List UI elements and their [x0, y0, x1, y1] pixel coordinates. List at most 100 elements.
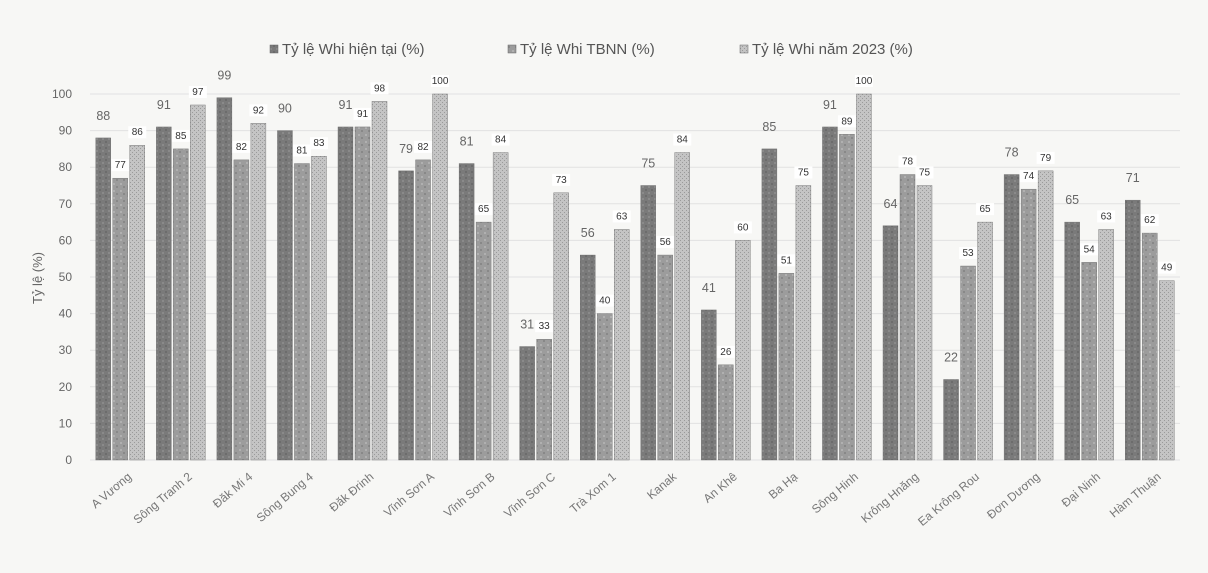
- data-label-bg: [898, 155, 917, 168]
- data-label-bg: [595, 294, 614, 307]
- data-label-bg: [733, 221, 752, 234]
- category-label: Sông Bung 4: [254, 469, 316, 525]
- category-label: Trà Xom 1: [567, 469, 619, 516]
- category-label: Ba Hạ: [766, 469, 801, 501]
- data-label-bg: [1036, 151, 1055, 164]
- data-label: 77: [115, 160, 127, 171]
- data-label: 56: [581, 226, 595, 240]
- bar: [1037, 170, 1054, 461]
- data-label: 81: [460, 135, 474, 149]
- bar: [701, 309, 717, 461]
- y-tick-label: 80: [59, 160, 73, 174]
- bar: [977, 221, 993, 461]
- y-tick-label: 100: [52, 87, 72, 101]
- category-label: Đăk Mi 4: [210, 469, 256, 510]
- legend-swatch: [507, 44, 517, 54]
- bar: [839, 134, 855, 461]
- category-label: Vĩnh Sơn B: [441, 470, 497, 521]
- bar: [129, 145, 145, 461]
- data-label-bg: [474, 203, 493, 216]
- data-label-bg: [232, 140, 251, 153]
- bar: [475, 221, 492, 461]
- bar: [943, 379, 959, 461]
- data-label: 56: [660, 237, 672, 248]
- data-label: 65: [478, 204, 490, 215]
- data-label: 83: [313, 138, 325, 149]
- data-label: 100: [432, 76, 449, 87]
- data-label: 64: [884, 197, 898, 211]
- bar: [960, 265, 976, 461]
- category-label: Vĩnh Sơn A: [381, 470, 437, 520]
- legend-entry: Tỷ lệ Whi TBNN (%): [520, 41, 655, 58]
- category-label: Đại Ninh: [1059, 470, 1103, 510]
- data-label: 88: [96, 109, 110, 123]
- y-tick-label: 20: [59, 380, 73, 394]
- bar: [492, 152, 509, 461]
- data-label: 31: [520, 318, 534, 332]
- bar: [553, 192, 569, 461]
- data-label: 75: [641, 157, 655, 171]
- data-label: 22: [944, 350, 958, 364]
- data-label: 81: [296, 146, 308, 157]
- bar: [795, 185, 812, 461]
- bar: [614, 229, 630, 461]
- bar: [1003, 174, 1020, 461]
- legend-swatch: [739, 44, 749, 54]
- data-label: 91: [357, 109, 369, 120]
- legend: Tỷ lệ Whi hiện tại (%) Tỷ lệ Whi TBNN (%)…: [269, 41, 913, 58]
- y-tick-label: 60: [59, 233, 73, 247]
- data-label-bg: [552, 173, 571, 186]
- data-label: 60: [737, 222, 749, 233]
- data-label: 79: [1040, 153, 1052, 164]
- category-label: Hàm Thuận: [1107, 470, 1164, 521]
- data-label-bg: [1080, 243, 1099, 256]
- data-label-bg: [1157, 261, 1176, 274]
- bar: [519, 346, 535, 461]
- category-label: Đăk Đrinh: [327, 470, 377, 515]
- bar: [674, 152, 690, 461]
- data-label: 65: [1065, 193, 1079, 207]
- data-label-bg: [111, 159, 130, 172]
- data-label: 26: [720, 347, 732, 358]
- bar: [354, 126, 371, 461]
- data-label-bg: [535, 320, 554, 333]
- bar: [398, 170, 414, 461]
- data-label: 90: [278, 102, 292, 116]
- bar: [657, 254, 673, 461]
- data-label-bg: [1140, 214, 1159, 227]
- data-label: 84: [495, 135, 507, 146]
- data-label: 73: [556, 175, 568, 186]
- data-label: 78: [902, 157, 914, 168]
- data-label: 40: [599, 296, 611, 307]
- data-label: 53: [962, 248, 974, 259]
- y-tick-label: 10: [59, 416, 73, 430]
- data-label: 85: [175, 131, 187, 142]
- data-label: 91: [339, 98, 353, 112]
- bar: [190, 104, 206, 461]
- data-label: 63: [1101, 211, 1113, 222]
- y-tick-label: 0: [65, 453, 72, 467]
- bar: [580, 254, 596, 461]
- data-label: 82: [417, 142, 429, 153]
- data-label-bg: [656, 236, 675, 249]
- bar: [1064, 221, 1080, 461]
- data-label-bg: [414, 140, 433, 153]
- data-label-bg: [353, 107, 372, 120]
- data-label: 51: [781, 255, 793, 266]
- data-label: 98: [374, 83, 386, 94]
- data-label: 63: [616, 211, 628, 222]
- bar: [899, 174, 916, 461]
- data-label: 54: [1084, 244, 1096, 255]
- legend-entry: Tỷ lệ Whi năm 2023 (%): [752, 41, 913, 58]
- bar: [311, 156, 327, 461]
- bar: [1081, 262, 1097, 461]
- bar: [718, 364, 734, 461]
- data-label-bg: [1097, 210, 1116, 223]
- category-label: Sông Hinh: [809, 470, 861, 517]
- data-label: 33: [539, 321, 551, 332]
- data-label: 49: [1161, 263, 1173, 274]
- data-label: 82: [236, 142, 248, 153]
